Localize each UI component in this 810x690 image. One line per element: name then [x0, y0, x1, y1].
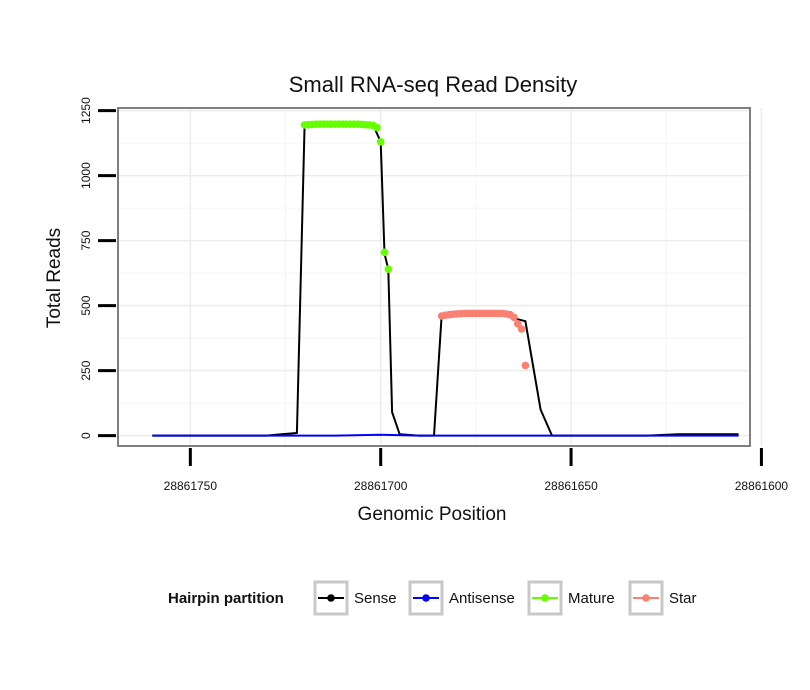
x-tick-label: 28861750: [164, 479, 218, 493]
legend-label-star: Star: [669, 590, 697, 607]
x-tick-label: 28861700: [354, 479, 408, 493]
data-point-mature: [373, 123, 381, 132]
legend: Hairpin partition Sense Antisense Mature St…: [168, 580, 697, 616]
y-tick-label: 1250: [79, 97, 93, 124]
legend-key-point: [327, 594, 335, 602]
x-axis-title: Genomic Position: [358, 504, 507, 525]
y-tick-label: 0: [79, 432, 93, 439]
legend-label-mature: Mature: [568, 590, 615, 607]
y-tick-label: 500: [79, 295, 93, 315]
data-point-mature: [376, 138, 385, 146]
y-axis-title: Total Reads: [44, 228, 65, 328]
data-point-mature: [380, 248, 389, 257]
legend-key-point: [541, 594, 549, 602]
legend-label-antisense: Antisense: [449, 590, 515, 607]
data-point-star: [517, 325, 526, 333]
plot-frame: [117, 107, 751, 447]
x-tick-label: 28861600: [735, 479, 789, 493]
data-point-mature: [384, 265, 393, 274]
y-tick-label: 750: [79, 230, 93, 250]
y-axis: 0 250 500 750 1000 1250: [79, 97, 116, 439]
plot-panel: [118, 108, 750, 446]
y-tick-label: 1000: [79, 162, 93, 189]
data-point-star: [521, 361, 530, 370]
x-axis: 28861750 28861700 28861650 28861600: [164, 448, 789, 493]
gridlines: [118, 108, 763, 446]
y-tick-label: 250: [79, 360, 93, 380]
series-line-antisense: [152, 433, 739, 437]
x-tick-label: 28861650: [544, 479, 598, 493]
series-layer: [152, 120, 739, 437]
data-point-star: [510, 313, 518, 322]
legend-key-point: [422, 594, 430, 602]
data-point-star: [513, 320, 522, 328]
legend-label-sense: Sense: [354, 590, 397, 607]
chart-title: Small RNA-seq Read Density: [289, 72, 578, 97]
legend-key-point: [642, 594, 650, 602]
legend-title: Hairpin partition: [168, 590, 284, 607]
